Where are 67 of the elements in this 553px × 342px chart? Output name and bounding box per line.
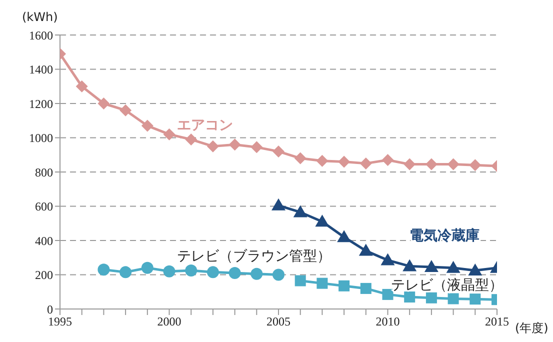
point [316,154,328,167]
point [360,157,372,170]
point [185,264,198,276]
point [141,120,154,132]
point [228,267,241,280]
y-tick-label: 1600 [29,28,53,42]
point [141,262,154,274]
point [163,128,176,140]
point [315,214,330,227]
point [98,264,110,276]
series-label: テレビ（液晶型） [391,278,503,294]
point [294,275,306,286]
y-tick-label: 0 [47,302,53,316]
point [338,280,350,292]
x-axis-title: (年度) [515,321,548,335]
point [120,266,132,278]
y-tick-label: 600 [35,200,53,214]
point [272,198,286,210]
y-tick-label: 1400 [29,62,53,77]
point [76,80,88,92]
point [469,159,482,172]
point [120,104,132,116]
point [468,263,482,276]
point [446,260,460,273]
point [98,98,110,110]
y-tick-label: 200 [35,268,53,282]
y-tick-label: 400 [35,234,53,248]
series-label: テレビ（ブラウン管型） [177,248,332,264]
point [426,292,437,304]
x-tick-label: 2015 [485,314,509,329]
point [380,253,395,266]
point [447,158,460,170]
point [424,260,438,272]
point [448,293,459,304]
point [206,140,219,152]
y-tick-label: 1000 [29,131,53,146]
series-label: エアコン [177,117,234,134]
point [382,288,394,300]
x-tick-label: 2005 [266,314,290,329]
point [163,265,176,278]
point [402,259,417,272]
x-tick-label: 2000 [157,314,182,329]
point [272,268,284,281]
point [360,282,372,294]
point [185,133,198,146]
point [425,158,438,170]
point [250,268,263,280]
x-tick-label: 2010 [376,314,400,329]
point [338,156,350,168]
y-tick-label: 800 [35,165,53,180]
y-axis-title: (kWh) [22,10,58,24]
point [293,205,308,218]
series-label: 電気冷蔵庫 [410,227,480,244]
y-tick-label: 1200 [29,96,53,111]
point [337,230,352,242]
point [404,292,416,303]
point [294,152,306,164]
point [228,138,241,151]
x-tick-label: 1995 [48,314,72,329]
point [382,154,394,166]
point [250,141,263,154]
point [404,158,416,170]
point [272,145,284,158]
point [470,294,481,305]
point [358,244,373,256]
point [206,266,219,278]
point [316,278,328,289]
